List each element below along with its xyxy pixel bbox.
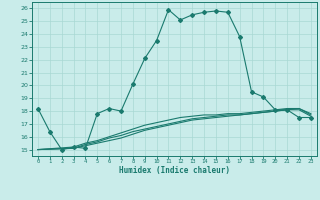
X-axis label: Humidex (Indice chaleur): Humidex (Indice chaleur) xyxy=(119,166,230,175)
